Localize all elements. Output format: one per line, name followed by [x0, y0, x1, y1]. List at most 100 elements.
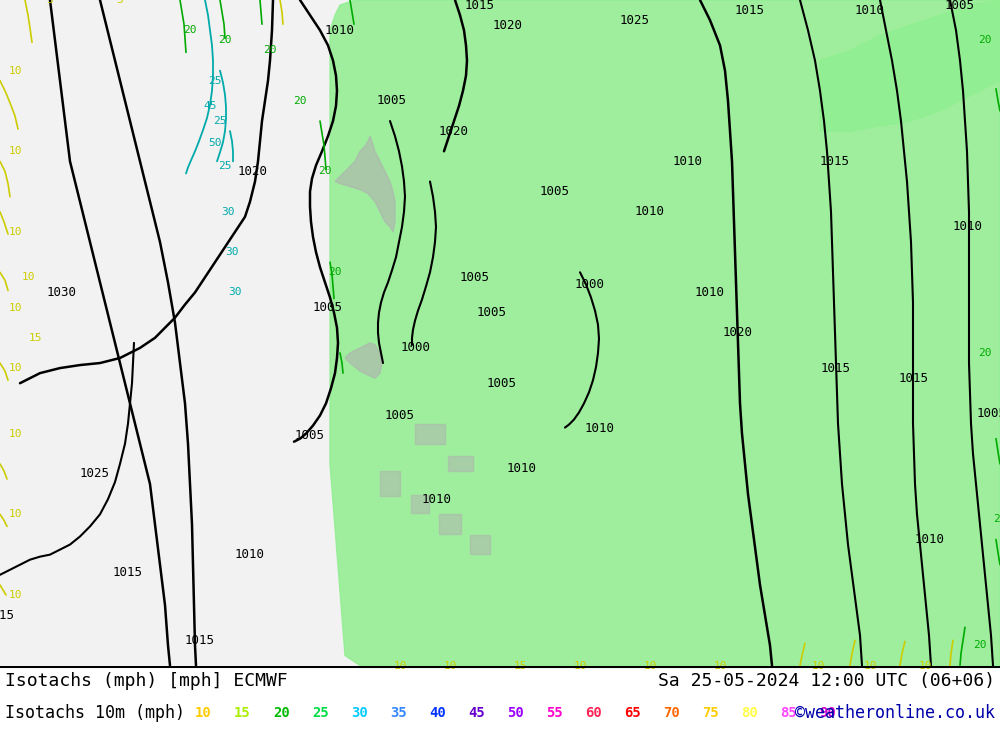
Text: 20: 20 — [978, 348, 992, 358]
Text: 20: 20 — [978, 35, 992, 45]
Text: 15: 15 — [28, 333, 42, 343]
Text: 1015: 1015 — [185, 634, 215, 647]
Text: 5: 5 — [47, 0, 53, 5]
Text: 10: 10 — [8, 590, 22, 600]
Text: 55: 55 — [546, 706, 563, 720]
Text: 75: 75 — [702, 706, 719, 720]
Text: 25: 25 — [218, 161, 232, 172]
Text: 1015: 1015 — [735, 4, 765, 17]
Text: 1000: 1000 — [401, 342, 431, 355]
Polygon shape — [345, 343, 382, 378]
Text: 10: 10 — [8, 65, 22, 75]
Text: 20: 20 — [263, 45, 277, 56]
Text: 25: 25 — [208, 75, 222, 86]
Text: 10: 10 — [643, 660, 657, 671]
Text: 10: 10 — [393, 660, 407, 671]
Text: 1005: 1005 — [313, 301, 343, 314]
Text: 1015: 1015 — [821, 361, 851, 375]
Text: 50: 50 — [208, 139, 222, 148]
Text: 30: 30 — [351, 706, 368, 720]
Text: 1010: 1010 — [915, 533, 945, 546]
Text: 1015: 1015 — [465, 0, 495, 12]
Text: 10: 10 — [8, 429, 22, 438]
Text: 1005: 1005 — [945, 0, 975, 12]
Text: 10: 10 — [8, 227, 22, 237]
Text: 10: 10 — [8, 509, 22, 519]
Text: 1005: 1005 — [377, 95, 407, 107]
Text: 10: 10 — [8, 303, 22, 312]
Text: 10: 10 — [443, 660, 457, 671]
Text: 1015: 1015 — [820, 155, 850, 168]
Text: 15: 15 — [513, 660, 527, 671]
Text: 1020: 1020 — [238, 165, 268, 178]
Text: 1025: 1025 — [620, 14, 650, 26]
Text: 1000: 1000 — [575, 278, 605, 291]
Text: 1010: 1010 — [325, 23, 355, 37]
Text: 30: 30 — [221, 207, 235, 217]
Text: 1005: 1005 — [477, 306, 507, 319]
Text: 1020: 1020 — [723, 326, 753, 339]
Text: 15: 15 — [234, 706, 251, 720]
Bar — [439, 515, 461, 534]
Text: 60: 60 — [585, 706, 602, 720]
Text: 1010: 1010 — [695, 286, 725, 299]
Text: 45: 45 — [203, 101, 217, 111]
Text: 10: 10 — [573, 660, 587, 671]
Text: 1010: 1010 — [585, 422, 615, 435]
Text: 1010: 1010 — [235, 548, 265, 561]
Text: 1010: 1010 — [953, 221, 983, 233]
Polygon shape — [335, 136, 395, 232]
Text: Sa 25-05-2024 12:00 UTC (06+06): Sa 25-05-2024 12:00 UTC (06+06) — [658, 672, 995, 690]
Text: 1010: 1010 — [673, 155, 703, 168]
Text: 25: 25 — [213, 116, 227, 126]
Text: 1005: 1005 — [460, 270, 490, 284]
Text: 20: 20 — [273, 706, 290, 720]
Text: ©weatheronline.co.uk: ©weatheronline.co.uk — [795, 704, 995, 722]
Text: 10: 10 — [195, 706, 212, 720]
Bar — [415, 424, 445, 443]
Text: 30: 30 — [225, 247, 239, 257]
Text: 1025: 1025 — [80, 468, 110, 480]
Text: 10: 10 — [21, 273, 35, 282]
Text: 1010: 1010 — [422, 493, 452, 506]
Text: 1030: 1030 — [47, 286, 77, 299]
Text: 10: 10 — [8, 363, 22, 373]
Text: 10: 10 — [8, 147, 22, 156]
Text: Isotachs (mph) [mph] ECMWF: Isotachs (mph) [mph] ECMWF — [5, 672, 288, 690]
Bar — [470, 536, 490, 553]
Text: 35: 35 — [390, 706, 407, 720]
Text: 10: 10 — [811, 660, 825, 671]
Text: 20: 20 — [328, 268, 342, 277]
Text: 30: 30 — [228, 287, 242, 298]
Text: 1010: 1010 — [635, 205, 665, 218]
Text: 5: 5 — [117, 0, 123, 5]
Text: 1005: 1005 — [487, 377, 517, 390]
Text: 20: 20 — [218, 35, 232, 45]
Bar — [411, 495, 429, 513]
Text: 1010: 1010 — [507, 463, 537, 476]
Text: 45: 45 — [468, 706, 485, 720]
Text: 25: 25 — [312, 706, 329, 720]
Text: 20: 20 — [993, 515, 1000, 524]
Text: 1015: 1015 — [899, 372, 929, 385]
Text: 1015: 1015 — [0, 608, 15, 622]
Text: 90: 90 — [819, 706, 836, 720]
Polygon shape — [820, 0, 1000, 131]
Text: 40: 40 — [429, 706, 446, 720]
Text: 70: 70 — [663, 706, 680, 720]
Text: 1015: 1015 — [113, 567, 143, 579]
Text: 20: 20 — [293, 96, 307, 106]
Polygon shape — [330, 0, 1000, 666]
Text: 50: 50 — [507, 706, 524, 720]
Text: 1010: 1010 — [855, 4, 885, 17]
Text: 1005: 1005 — [295, 429, 325, 442]
Text: 10: 10 — [713, 660, 727, 671]
Text: 10: 10 — [918, 660, 932, 671]
Text: Isotachs 10m (mph): Isotachs 10m (mph) — [5, 704, 185, 722]
Text: 1005: 1005 — [385, 409, 415, 422]
Text: 1005: 1005 — [540, 185, 570, 198]
Text: 20: 20 — [973, 641, 987, 650]
Text: 1020: 1020 — [439, 125, 469, 138]
Text: 1005: 1005 — [977, 407, 1000, 420]
Text: 20: 20 — [318, 166, 332, 177]
